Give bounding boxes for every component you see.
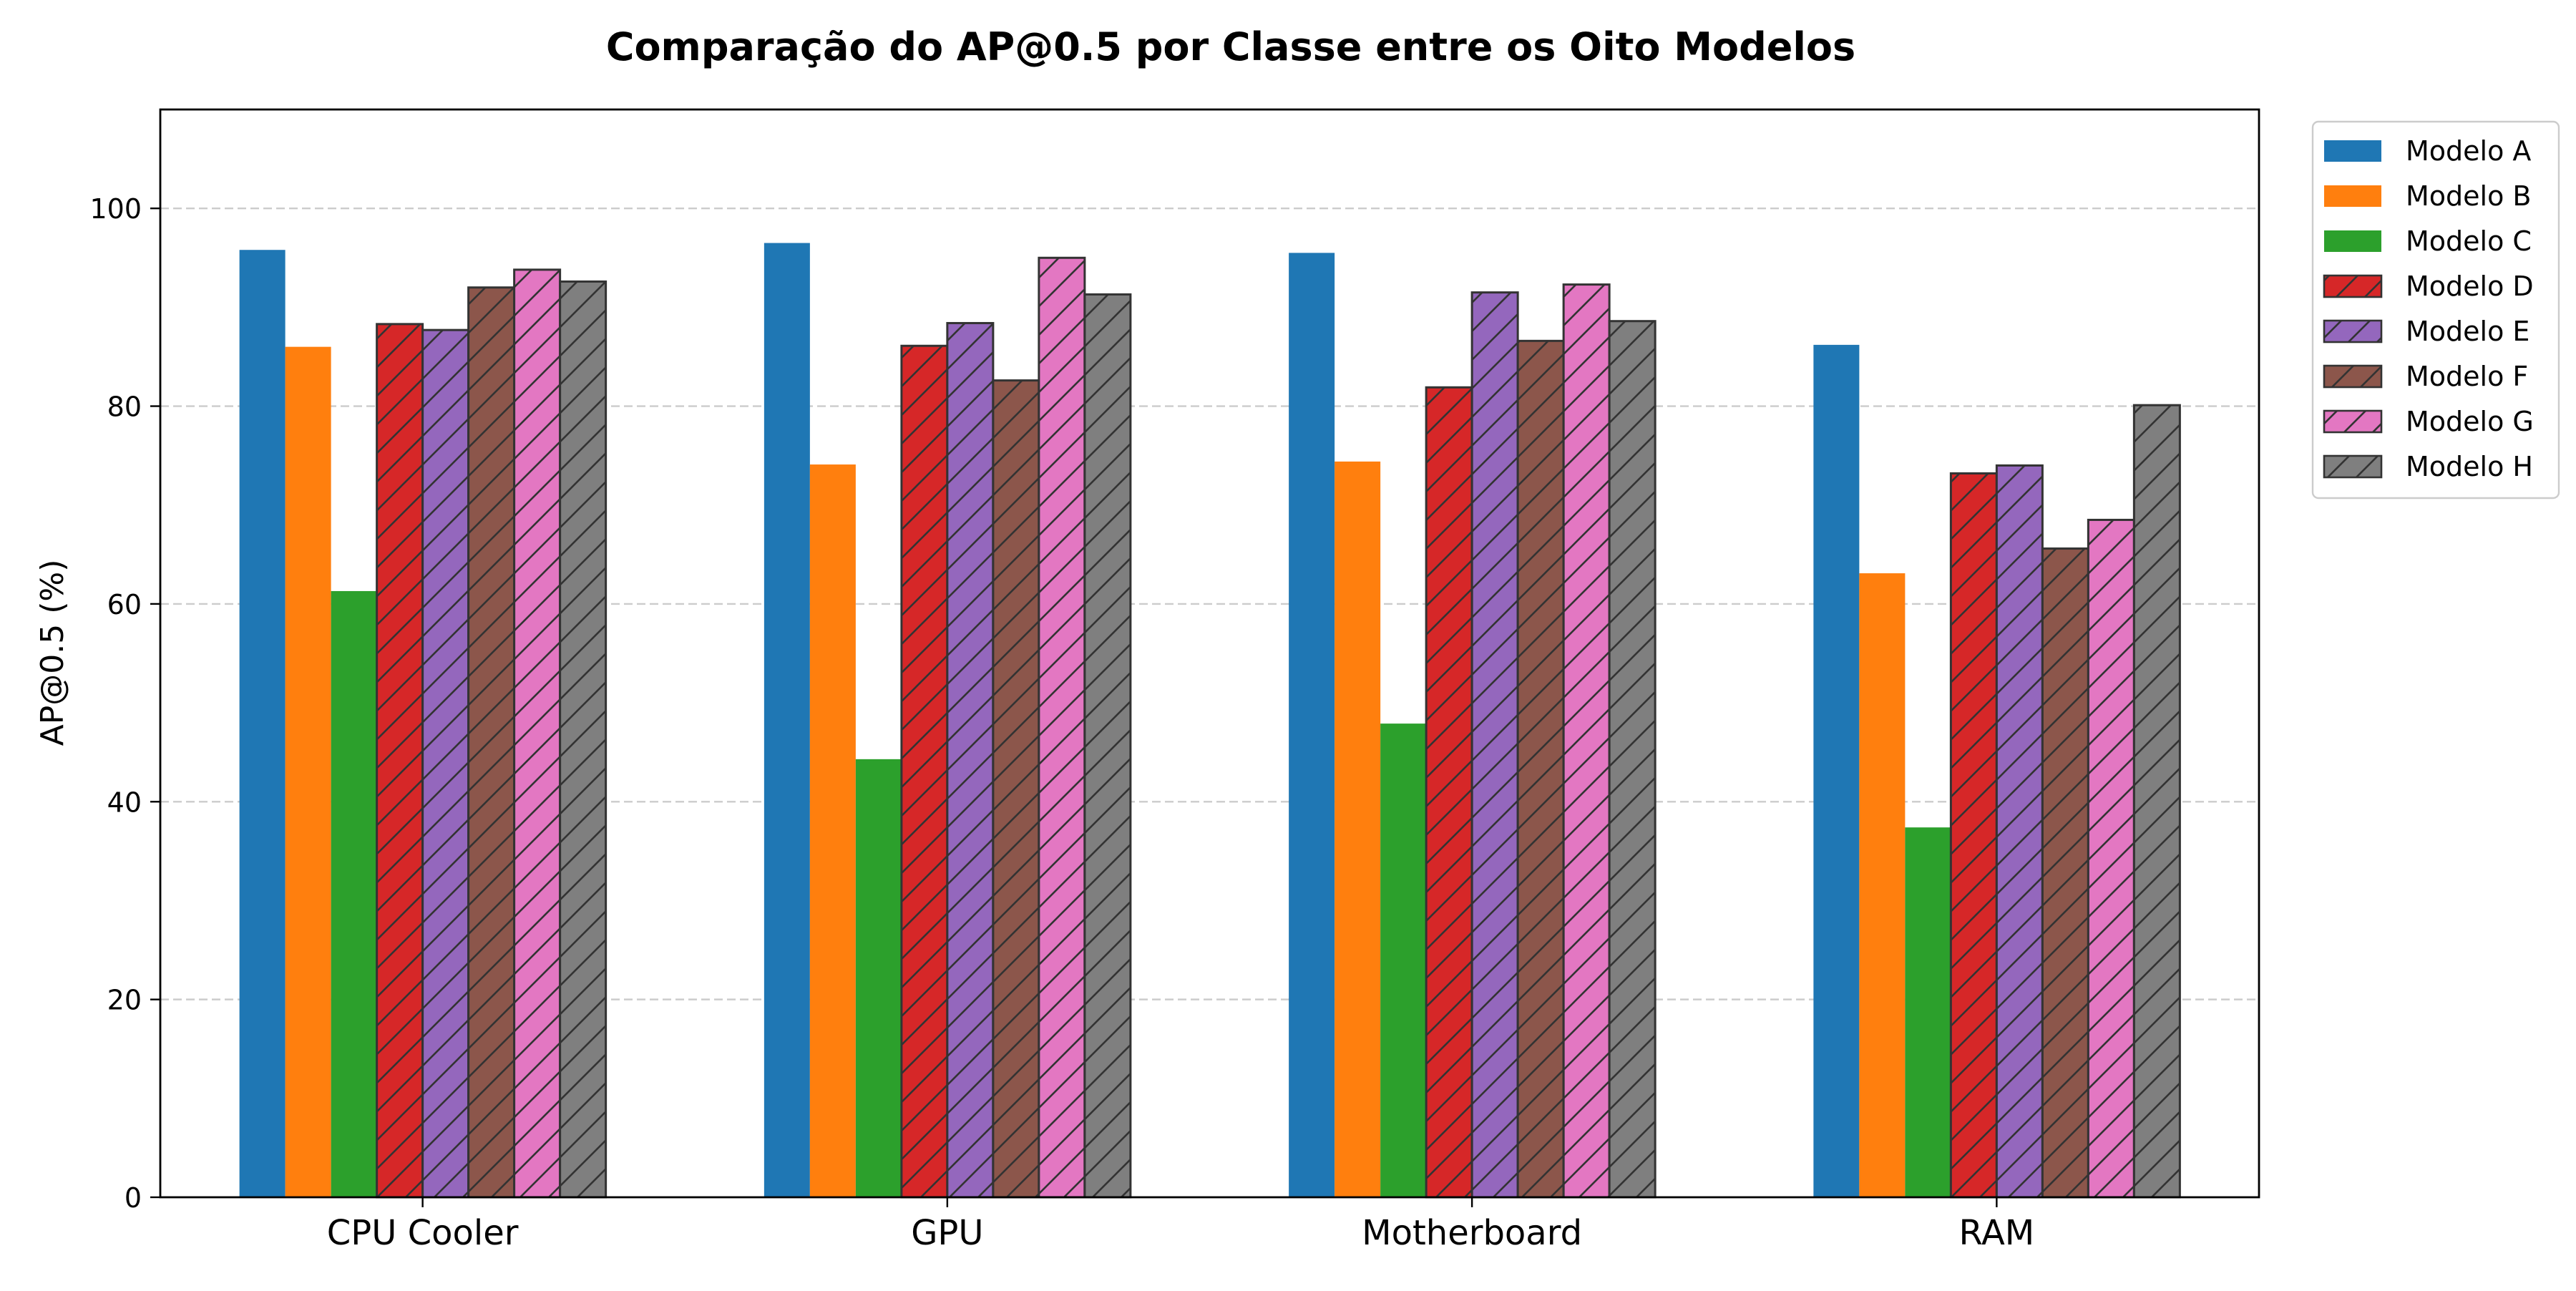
bar-gpu-modelo-g — [1038, 256, 1086, 1199]
legend-swatch-modelo-h — [2323, 454, 2383, 479]
bar-motherboard-modelo-h — [1608, 320, 1657, 1199]
legend-label: Modelo B — [2406, 180, 2532, 212]
bar-ram-modelo-b — [1859, 573, 1906, 1197]
legend-swatch-modelo-f — [2323, 364, 2383, 389]
x-tick-label: GPU — [911, 1213, 983, 1253]
legend-label: Modelo G — [2406, 406, 2534, 437]
chart-title: Comparação do AP@0.5 por Classe entre os… — [606, 24, 1855, 69]
bar-cpu-cooler-modelo-d — [376, 323, 424, 1199]
plot-frame — [159, 108, 2260, 1199]
legend: Modelo A Modelo B Modelo C Modelo D Modelo E… — [2311, 120, 2560, 500]
bar-motherboard-modelo-c — [1380, 724, 1427, 1197]
legend-label: Modelo H — [2406, 451, 2533, 482]
bar-motherboard-modelo-b — [1335, 461, 1381, 1197]
y-tick-label: 0 — [125, 1182, 142, 1214]
bar-motherboard-modelo-d — [1425, 386, 1473, 1199]
bar-gpu-modelo-e — [946, 321, 995, 1199]
bar-cpu-cooler-modelo-a — [239, 250, 286, 1198]
bar-motherboard-modelo-e — [1470, 291, 1519, 1199]
x-tick-label: Motherboard — [1362, 1213, 1582, 1253]
bar-motherboard-modelo-g — [1562, 283, 1611, 1199]
legend-label: Modelo D — [2406, 271, 2534, 302]
bar-ram-modelo-g — [2087, 518, 2135, 1199]
bar-ram-modelo-a — [1813, 344, 1860, 1197]
y-axis-label: AP@0.5 (%) — [34, 560, 71, 746]
bar-cpu-cooler-modelo-c — [331, 590, 377, 1197]
y-tick-label: 40 — [107, 786, 142, 818]
bar-gpu-modelo-a — [763, 243, 810, 1198]
bar-ram-modelo-e — [1995, 464, 2044, 1199]
bar-ram-modelo-c — [1905, 827, 1951, 1197]
bar-cpu-cooler-modelo-f — [467, 286, 516, 1199]
legend-label: Modelo C — [2406, 225, 2532, 257]
bar-ram-modelo-f — [2041, 547, 2089, 1199]
x-tick-label: CPU Cooler — [327, 1213, 519, 1253]
bar-gpu-modelo-b — [809, 464, 856, 1197]
y-tick-label: 100 — [89, 193, 142, 225]
bar-ram-modelo-h — [2132, 404, 2181, 1199]
y-tick-label: 80 — [107, 391, 142, 423]
legend-swatch-modelo-g — [2323, 409, 2383, 434]
bar-cpu-cooler-modelo-b — [285, 346, 331, 1197]
bar-motherboard-modelo-a — [1289, 253, 1335, 1197]
bar-gpu-modelo-f — [992, 379, 1040, 1199]
bar-cpu-cooler-modelo-h — [559, 280, 608, 1199]
legend-swatch-modelo-b — [2324, 185, 2381, 207]
bar-gpu-modelo-h — [1083, 293, 1132, 1199]
bar-cpu-cooler-modelo-g — [513, 268, 562, 1199]
legend-swatch-modelo-c — [2324, 230, 2381, 252]
legend-label: Modelo E — [2406, 316, 2529, 347]
bars — [239, 243, 2181, 1199]
legend-swatch-modelo-d — [2323, 274, 2383, 298]
legend-swatch-modelo-e — [2323, 319, 2383, 344]
bar-gpu-modelo-d — [900, 344, 949, 1199]
legend-box — [2311, 120, 2560, 500]
legend-label: Modelo F — [2406, 361, 2528, 392]
axes: 0 20 40 60 80 100 CPU Cooler GPU Motherboard RAM — [89, 108, 2260, 1253]
bar-cpu-cooler-modelo-e — [421, 328, 470, 1199]
y-tick-label: 60 — [107, 589, 142, 620]
y-tick-label: 20 — [107, 985, 142, 1016]
legend-swatch-modelo-a — [2324, 140, 2381, 162]
bar-motherboard-modelo-f — [1516, 339, 1565, 1199]
x-tick-label: RAM — [1959, 1213, 2035, 1253]
bar-ram-modelo-d — [1949, 472, 1998, 1199]
bar-gpu-modelo-c — [855, 759, 902, 1197]
legend-label: Modelo A — [2406, 135, 2531, 167]
